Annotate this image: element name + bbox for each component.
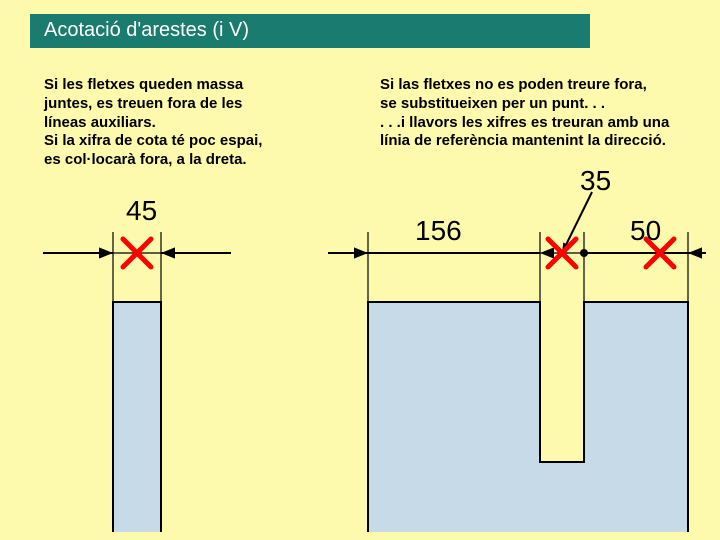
title-bar: Acotació d'arestes (i V) [30, 14, 590, 48]
dim-35-label: 35 [580, 165, 611, 197]
dim-45-label: 45 [126, 195, 157, 227]
left-paragraph: Si les fletxes queden massajuntes, es tr… [44, 76, 334, 170]
right-paragraph: Si las fletxes no es poden treure fora,s… [380, 76, 710, 151]
slide-page: Acotació d'arestes (i V) Si les fletxes … [0, 0, 720, 540]
dim-156-label: 156 [415, 215, 462, 247]
title-text: Acotació d'arestes (i V) [44, 19, 249, 41]
dim-50-label: 50 [630, 215, 661, 247]
